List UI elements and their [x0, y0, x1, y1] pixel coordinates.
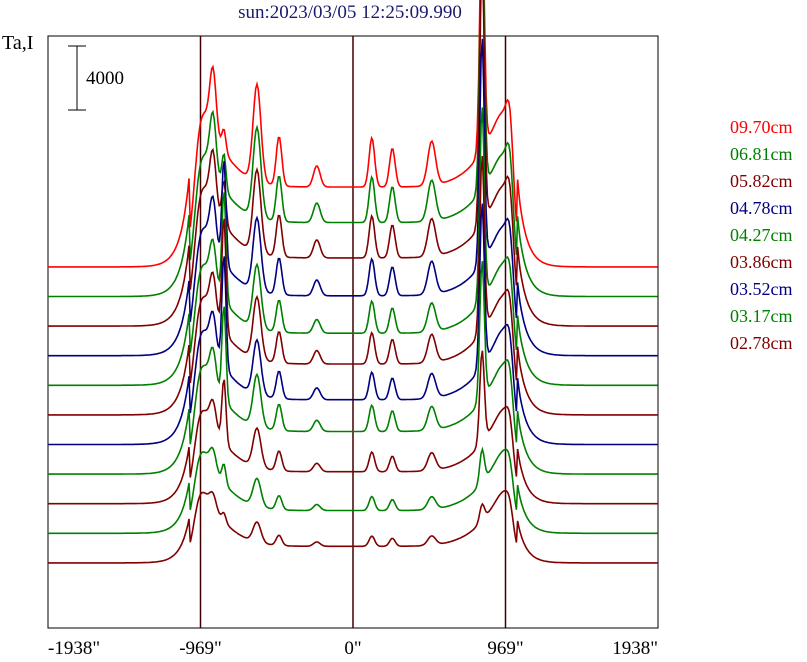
scale-bar-label: 4000: [86, 68, 124, 89]
series-line-7: [48, 261, 658, 475]
series-line-8: [48, 350, 658, 505]
x-tick-label: 1938": [612, 638, 658, 659]
chart-title: sun:2023/03/05 12:25:09.990: [238, 2, 462, 23]
legend-item: 06.81cm: [730, 144, 793, 164]
x-tick-label: 969": [487, 638, 523, 659]
series-line-4: [48, 107, 658, 387]
legend-item: 03.86cm: [730, 252, 793, 272]
legend-item: 04.78cm: [730, 198, 793, 218]
series-line-5: [48, 155, 658, 416]
legend-item: 03.17cm: [730, 306, 793, 326]
x-tick-label: -969": [179, 638, 222, 659]
series-line-2: [48, 0, 658, 327]
legend-item: 05.82cm: [730, 171, 793, 191]
legend-item: 04.27cm: [730, 225, 793, 245]
series-line-1: [48, 0, 658, 298]
x-tick-label: -1938": [48, 638, 100, 659]
y-axis-label: Ta,I: [2, 32, 34, 54]
legend-item: 09.70cm: [730, 117, 793, 137]
x-tick-label: 0": [344, 638, 361, 659]
series-line-3: [48, 38, 658, 357]
legend-item: 02.78cm: [730, 333, 793, 353]
legend-item: 03.52cm: [730, 279, 793, 299]
series-line-6: [48, 203, 658, 446]
series-line-9: [48, 446, 658, 535]
series-line-0: [48, 0, 658, 268]
scale-bar: 4000: [68, 45, 124, 111]
series-line-10: [48, 489, 658, 564]
